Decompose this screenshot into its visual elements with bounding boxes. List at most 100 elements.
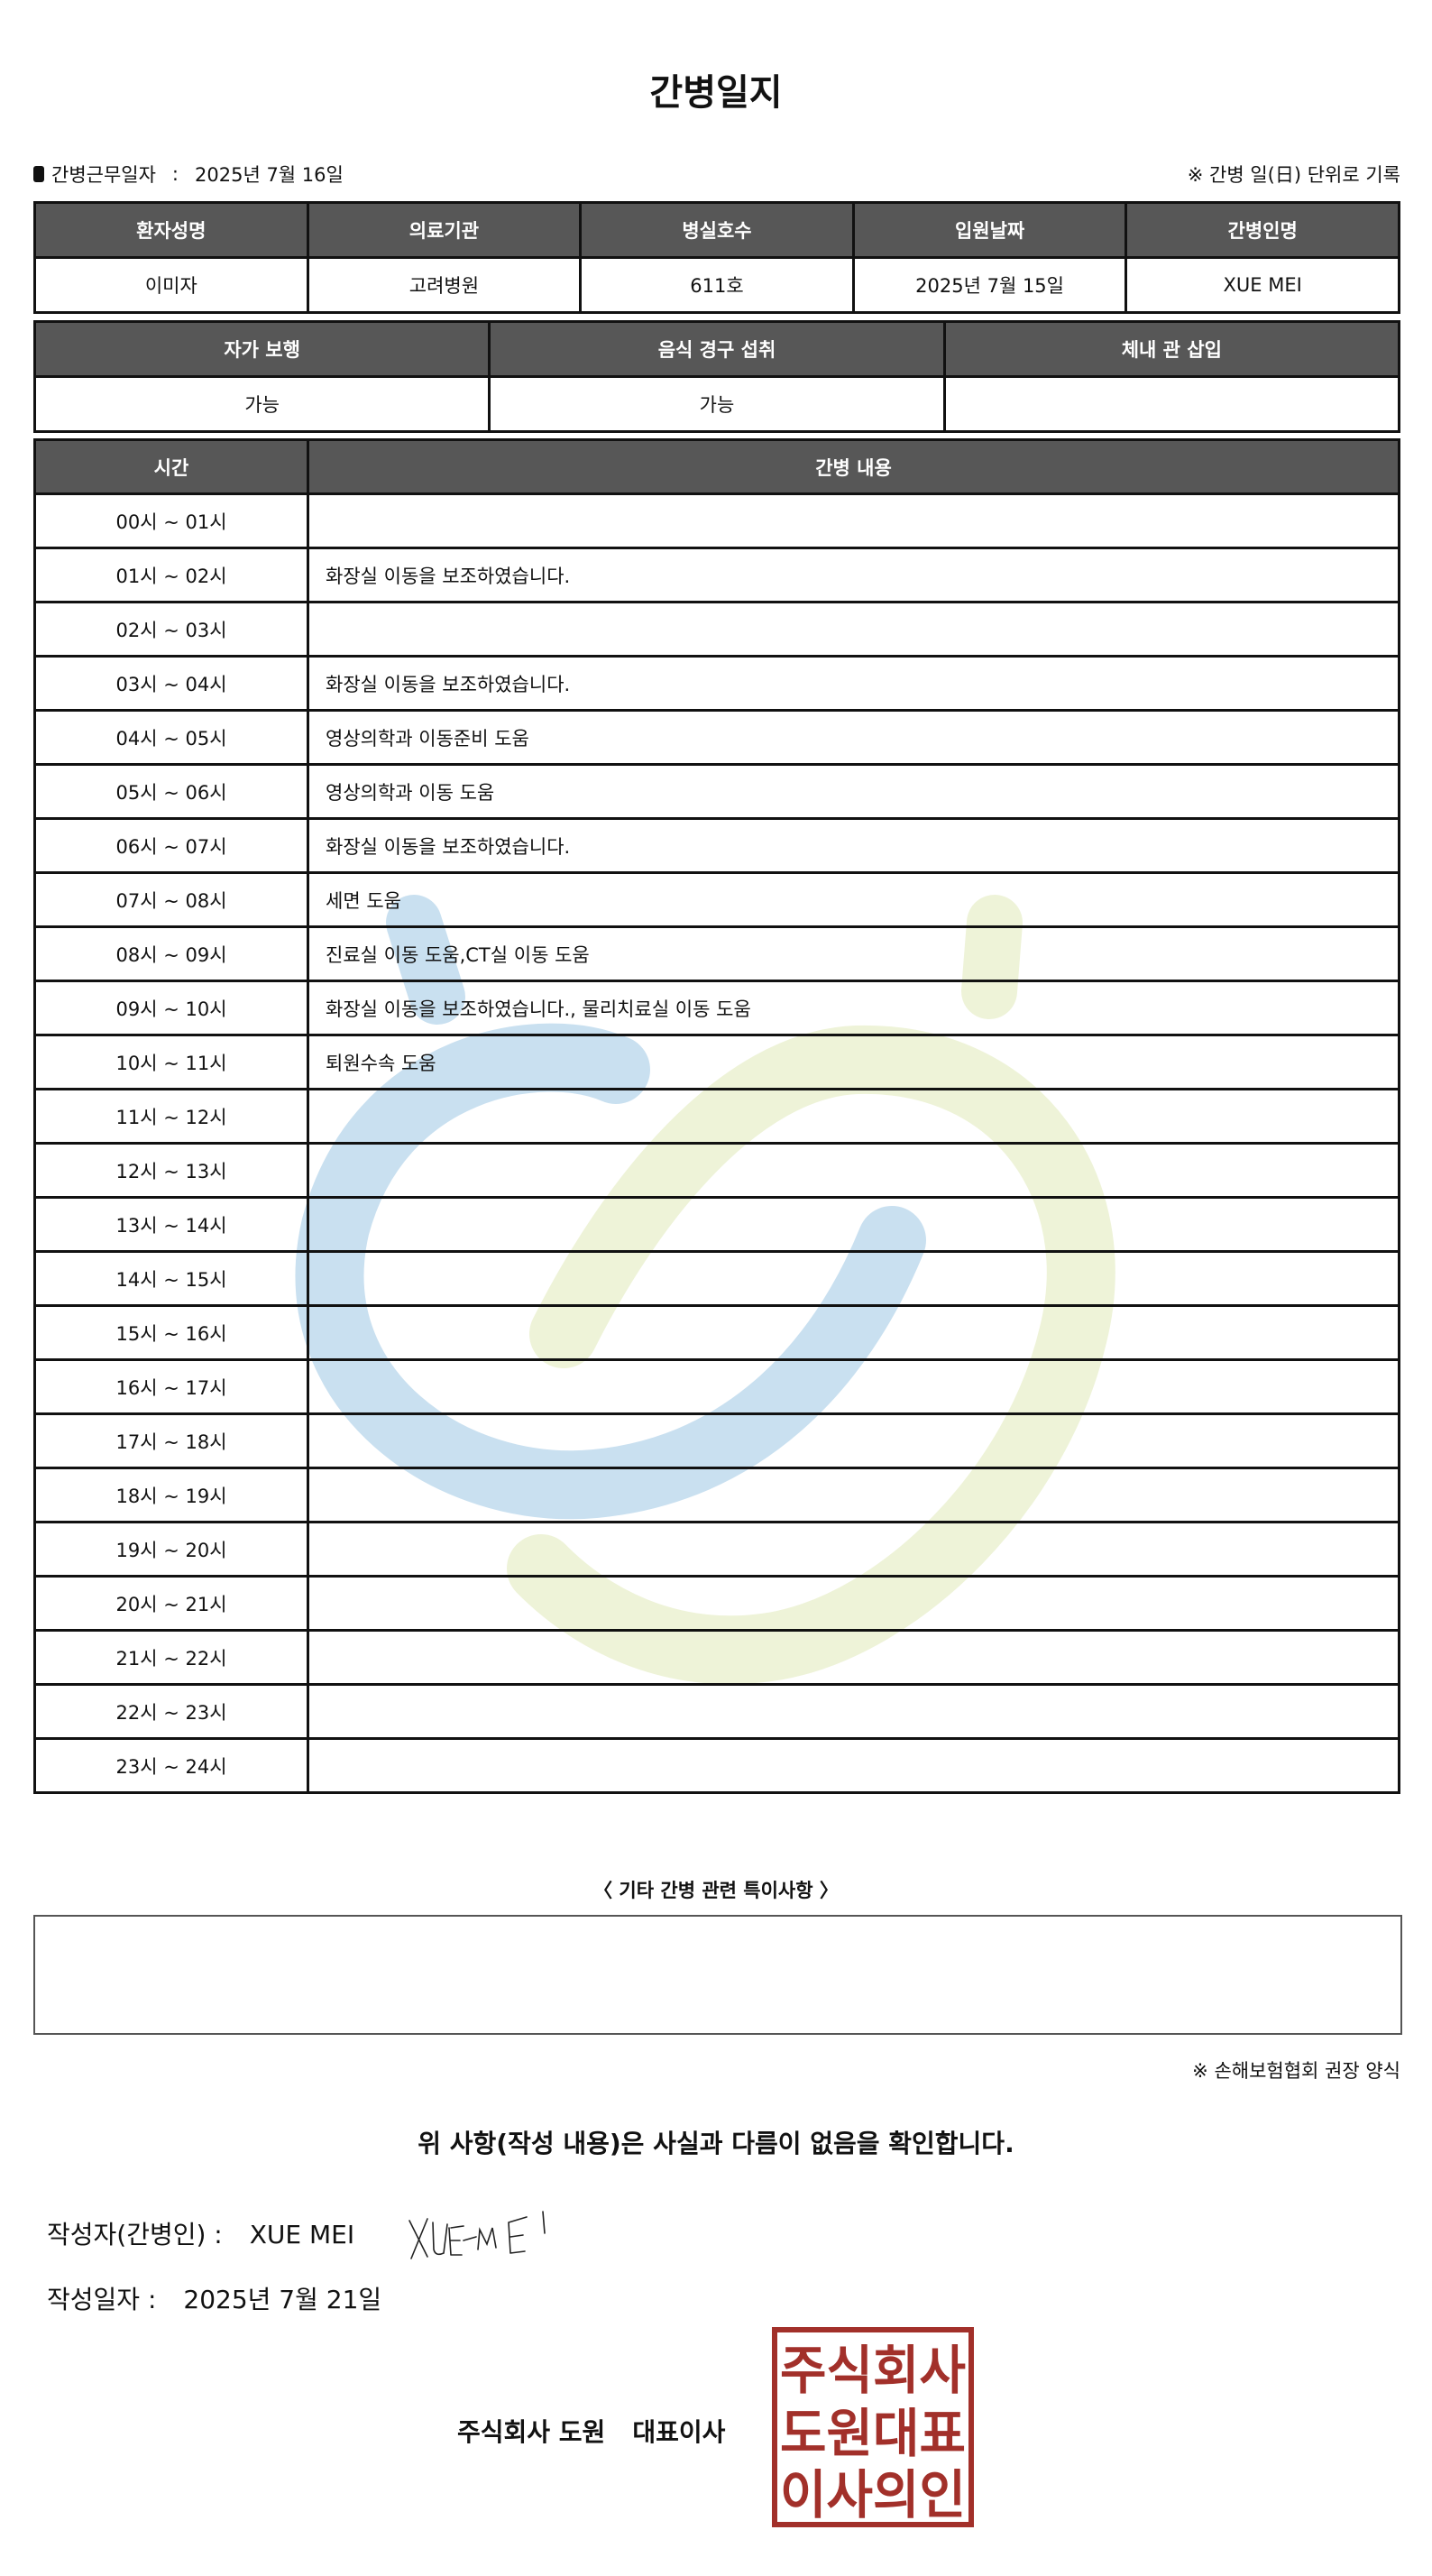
care-log-row: 08시 ~ 09시 진료실 이동 도움,CT실 이동 도움 xyxy=(33,925,1400,982)
time-slot: 00시 ~ 01시 xyxy=(33,492,309,549)
time-slot: 10시 ~ 11시 xyxy=(33,1034,309,1090)
company-title: 대표이사 xyxy=(632,2417,726,2447)
care-log-row: 02시 ~ 03시 xyxy=(33,601,1400,658)
header-room: 병실호수 xyxy=(579,201,855,259)
care-content: 영상의학과 이동 도움 xyxy=(307,763,1400,820)
header-caregiver: 간병인명 xyxy=(1124,201,1400,259)
care-log-row: 15시 ~ 16시 xyxy=(33,1304,1400,1361)
care-log-row: 05시 ~ 06시 영상의학과 이동 도움 xyxy=(33,763,1400,820)
care-content xyxy=(307,1737,1400,1794)
care-log-row: 18시 ~ 19시 xyxy=(33,1467,1400,1523)
time-slot: 16시 ~ 17시 xyxy=(33,1358,309,1415)
care-content: 영상의학과 이동준비 도움 xyxy=(307,709,1400,766)
time-slot: 01시 ~ 02시 xyxy=(33,547,309,603)
written-date-label: 작성일자 : xyxy=(47,2285,157,2314)
work-date-label: 간병근무일자 xyxy=(51,164,156,186)
header-patient-name: 환자성명 xyxy=(33,201,309,259)
work-date: 간병근무일자 : 2025년 7월 16일 xyxy=(33,161,344,188)
care-content xyxy=(307,492,1400,549)
care-content xyxy=(307,1142,1400,1199)
notes-label: 〈 기타 간병 관련 특이사항 〉 xyxy=(593,1880,839,1901)
care-log-body: 00시 ~ 01시 01시 ~ 02시 화장실 이동을 보조하였습니다. 02시 ~ … xyxy=(33,492,1400,1794)
svg-text:주식회사: 주식회사 xyxy=(780,2340,966,2401)
written-date-value: 2025년 7월 21일 xyxy=(183,2285,382,2314)
care-log-row: 04시 ~ 05시 영상의학과 이동준비 도움 xyxy=(33,709,1400,766)
room: 611호 xyxy=(579,256,855,314)
care-log-table: 시간 간병 내용 00시 ~ 01시 01시 ~ 02시 화장실 이동을 보조하였습… xyxy=(33,438,1400,1794)
page-title: 간병일지 xyxy=(649,72,783,114)
care-content xyxy=(307,601,1400,658)
care-log-row: 22시 ~ 23시 xyxy=(33,1683,1400,1740)
oral-intake-status: 가능 xyxy=(488,375,946,433)
tube-status xyxy=(942,375,1401,433)
care-log-row: 06시 ~ 07시 화장실 이동을 보조하였습니다. xyxy=(33,817,1400,874)
care-content xyxy=(307,1196,1400,1253)
hospital: 고려병원 xyxy=(306,256,583,314)
care-log-row: 07시 ~ 08시 세면 도움 xyxy=(33,871,1400,928)
care-content xyxy=(307,1467,1400,1523)
time-slot: 03시 ~ 04시 xyxy=(33,655,309,712)
time-slot: 17시 ~ 18시 xyxy=(33,1412,309,1469)
care-log-row: 09시 ~ 10시 화장실 이동을 보조하였습니다., 물리치료실 이동 도움 xyxy=(33,980,1400,1036)
writer-label: 작성자(간병인) : xyxy=(47,2220,223,2249)
patient-info-table: 환자성명 의료기관 병실호수 입원날짜 간병인명 이미자 고려병원 611호 2… xyxy=(33,201,1400,314)
time-slot: 14시 ~ 15시 xyxy=(33,1250,309,1307)
care-content xyxy=(307,1250,1400,1307)
notes-box xyxy=(33,1915,1402,2035)
care-log-row: 13시 ~ 14시 xyxy=(33,1196,1400,1253)
care-content: 퇴원수속 도움 xyxy=(307,1034,1400,1090)
time-slot: 13시 ~ 14시 xyxy=(33,1196,309,1253)
time-slot: 05시 ~ 06시 xyxy=(33,763,309,820)
care-log-row: 00시 ~ 01시 xyxy=(33,492,1400,549)
care-content: 세면 도움 xyxy=(307,871,1400,928)
time-slot: 11시 ~ 12시 xyxy=(33,1088,309,1145)
time-slot: 04시 ~ 05시 xyxy=(33,709,309,766)
svg-text:도원대표: 도원대표 xyxy=(780,2403,966,2464)
written-date-line: 작성일자 : 2025년 7월 21일 xyxy=(47,2280,381,2316)
header-admission-date: 입원날짜 xyxy=(851,201,1128,259)
care-content: 화장실 이동을 보조하였습니다. xyxy=(307,817,1400,874)
time-slot: 22시 ~ 23시 xyxy=(33,1683,309,1740)
care-log-row: 21시 ~ 22시 xyxy=(33,1629,1400,1686)
bullet-icon xyxy=(33,166,44,182)
care-content xyxy=(307,1412,1400,1469)
walking-status: 가능 xyxy=(32,375,491,433)
time-slot: 08시 ~ 09시 xyxy=(33,925,309,982)
writer-line: 작성자(간병인) : XUE MEI xyxy=(47,2215,354,2251)
status-value-row: 가능 가능 xyxy=(32,375,1401,433)
care-log-row: 12시 ~ 13시 xyxy=(33,1142,1400,1199)
confirmation-statement: 위 사항(작성 내용)은 사실과 다름이 없음을 확인합니다. xyxy=(418,2129,1014,2158)
time-slot: 19시 ~ 20시 xyxy=(33,1521,309,1578)
care-log-row: 19시 ~ 20시 xyxy=(33,1521,1400,1578)
form-note: ※ 손해보험협회 권장 양식 xyxy=(1192,2060,1400,2082)
handwritten-signature xyxy=(408,2211,546,2259)
care-content: 화장실 이동을 보조하였습니다., 물리치료실 이동 도움 xyxy=(307,980,1400,1036)
care-log-row: 10시 ~ 11시 퇴원수속 도움 xyxy=(33,1034,1400,1090)
header-oral-intake: 음식 경구 섭취 xyxy=(488,320,946,378)
patient-info-value-row: 이미자 고려병원 611호 2025년 7월 15일 XUE MEI xyxy=(33,256,1400,314)
care-log-row: 03시 ~ 04시 화장실 이동을 보조하였습니다. xyxy=(33,655,1400,712)
care-log-row: 17시 ~ 18시 xyxy=(33,1412,1400,1469)
care-log-row: 16시 ~ 17시 xyxy=(33,1358,1400,1415)
care-log-header-row: 시간 간병 내용 xyxy=(33,438,1400,495)
header-time: 시간 xyxy=(33,438,309,495)
care-content: 진료실 이동 도움,CT실 이동 도움 xyxy=(307,925,1400,982)
time-slot: 21시 ~ 22시 xyxy=(33,1629,309,1686)
header-hospital: 의료기관 xyxy=(306,201,583,259)
time-slot: 18시 ~ 19시 xyxy=(33,1467,309,1523)
care-log-row: 01시 ~ 02시 화장실 이동을 보조하였습니다. xyxy=(33,547,1400,603)
company-signoff: 주식회사 도원 대표이사 xyxy=(457,2413,725,2449)
care-log-row: 11시 ~ 12시 xyxy=(33,1088,1400,1145)
time-slot: 12시 ~ 13시 xyxy=(33,1142,309,1199)
time-slot: 02시 ~ 03시 xyxy=(33,601,309,658)
caregiver-name: XUE MEI xyxy=(1124,256,1400,314)
care-log-row: 14시 ~ 15시 xyxy=(33,1250,1400,1307)
care-content: 화장실 이동을 보조하였습니다. xyxy=(307,547,1400,603)
time-slot: 20시 ~ 21시 xyxy=(33,1575,309,1632)
time-slot: 06시 ~ 07시 xyxy=(33,817,309,874)
care-content xyxy=(307,1629,1400,1686)
care-content xyxy=(307,1304,1400,1361)
care-log-row: 23시 ~ 24시 xyxy=(33,1737,1400,1794)
company-seal: 주식회사 도원대표 이사의인 xyxy=(772,2327,974,2527)
status-header-row: 자가 보행 음식 경구 섭취 체내 관 삽입 xyxy=(32,320,1401,378)
